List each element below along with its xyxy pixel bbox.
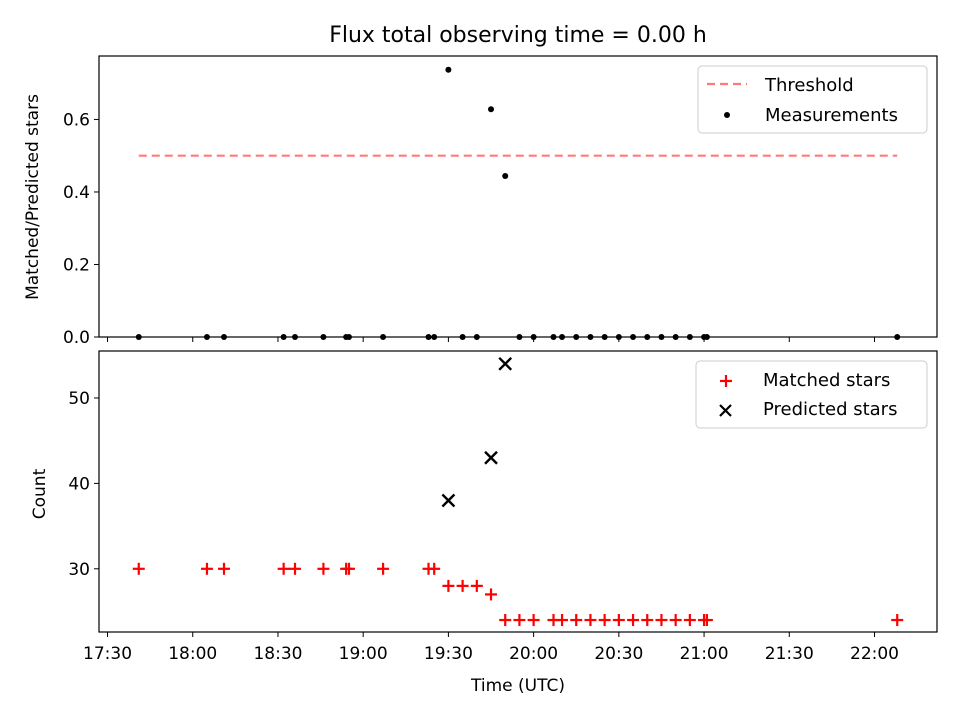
top-plot-area: 0.0 0.2 0.4 0.6 <box>63 66 901 348</box>
x-tick-label: 18:30 <box>253 644 302 664</box>
matched-star-marker <box>200 562 213 575</box>
top-y-tick-label: 0.4 <box>63 183 90 203</box>
matched-star-marker <box>598 614 611 627</box>
matched-star-marker <box>377 562 390 575</box>
predicted-star-marker-b <box>484 450 498 465</box>
matched-star-marker <box>700 614 713 627</box>
measurements-legend-label: Measurements <box>765 105 898 126</box>
top-y-axis-label: Matched/Predicted stars <box>23 94 43 300</box>
bottom-y-axis-label: Count <box>30 468 50 519</box>
matched-star-marker <box>217 562 230 575</box>
top-y-tick-label: 0.2 <box>63 255 90 275</box>
top-y-tick-label: 0.0 <box>63 328 90 348</box>
x-tick-label: 22:00 <box>850 644 899 664</box>
matched-star-marker <box>485 588 498 601</box>
bottom-x-axis-label: Time (UTC) <box>470 676 565 696</box>
matched-star-marker <box>570 614 583 627</box>
top-legend: Threshold Measurements <box>697 65 928 134</box>
bottom-legend-box <box>695 360 928 429</box>
matched-star-marker <box>669 614 682 627</box>
bottom-plot-area: 30 40 50 17:30 18:00 18:30 19:00 19:30 20:00 20:3… <box>68 356 904 664</box>
measurement-point <box>488 106 495 113</box>
predicted-legend-marker <box>719 404 732 417</box>
predicted-star-marker <box>484 450 498 465</box>
predicted-star-marker-b <box>498 356 513 371</box>
predicted-legend-label: Predicted stars <box>763 399 897 420</box>
matched-star-marker <box>289 562 302 575</box>
matched-star-marker <box>641 614 654 627</box>
predicted-star-marker-b <box>441 493 456 508</box>
matched-star-marker <box>499 614 512 627</box>
matched-star-marker <box>655 614 668 627</box>
matched-legend-marker <box>720 375 732 387</box>
x-tick-label: 17:30 <box>83 644 132 664</box>
bottom-y-tick-label: 40 <box>68 474 90 494</box>
measurement-point <box>502 173 509 180</box>
measurement-point <box>445 66 452 73</box>
matched-star-marker <box>317 562 330 575</box>
matched-star-marker <box>277 562 290 575</box>
x-tick-label: 19:30 <box>424 644 473 664</box>
matched-star-marker <box>891 614 904 627</box>
matched-star-marker <box>428 562 441 575</box>
matched-star-marker <box>513 614 526 627</box>
predicted-star-marker <box>498 356 513 371</box>
matched-star-marker <box>342 562 355 575</box>
bottom-y-tick-label: 30 <box>68 560 90 580</box>
bottom-legend: Matched stars Predicted stars <box>695 360 928 429</box>
x-tick-label: 18:00 <box>168 644 217 664</box>
x-tick-label: 19:00 <box>339 644 388 664</box>
threshold-legend-label: Threshold <box>764 75 854 96</box>
top-y-tick-label: 0.6 <box>63 110 90 130</box>
x-tick-label: 21:30 <box>765 644 814 664</box>
top-chart-title: Flux total observing time = 0.00 h <box>329 23 707 48</box>
matched-star-marker <box>470 579 483 592</box>
x-tick-label: 20:00 <box>509 644 558 664</box>
bottom-axes-frame <box>98 350 938 633</box>
matched-star-marker <box>556 614 569 627</box>
matched-star-marker <box>627 614 640 627</box>
matched-star-marker <box>132 562 145 575</box>
matched-star-marker <box>612 614 625 627</box>
predicted-star-marker <box>441 493 456 508</box>
matched-star-marker <box>456 579 469 592</box>
measurements-legend-marker <box>724 112 730 118</box>
top-axes-frame <box>98 55 938 338</box>
bottom-y-tick-label: 50 <box>68 389 90 409</box>
x-tick-label: 20:30 <box>594 644 643 664</box>
matched-star-marker <box>527 614 540 627</box>
matched-star-marker <box>442 579 455 592</box>
matched-star-marker <box>683 614 696 627</box>
top-legend-box <box>697 65 928 134</box>
x-tick-label: 21:00 <box>680 644 729 664</box>
matched-star-marker <box>584 614 597 627</box>
matched-legend-label: Matched stars <box>763 370 890 391</box>
